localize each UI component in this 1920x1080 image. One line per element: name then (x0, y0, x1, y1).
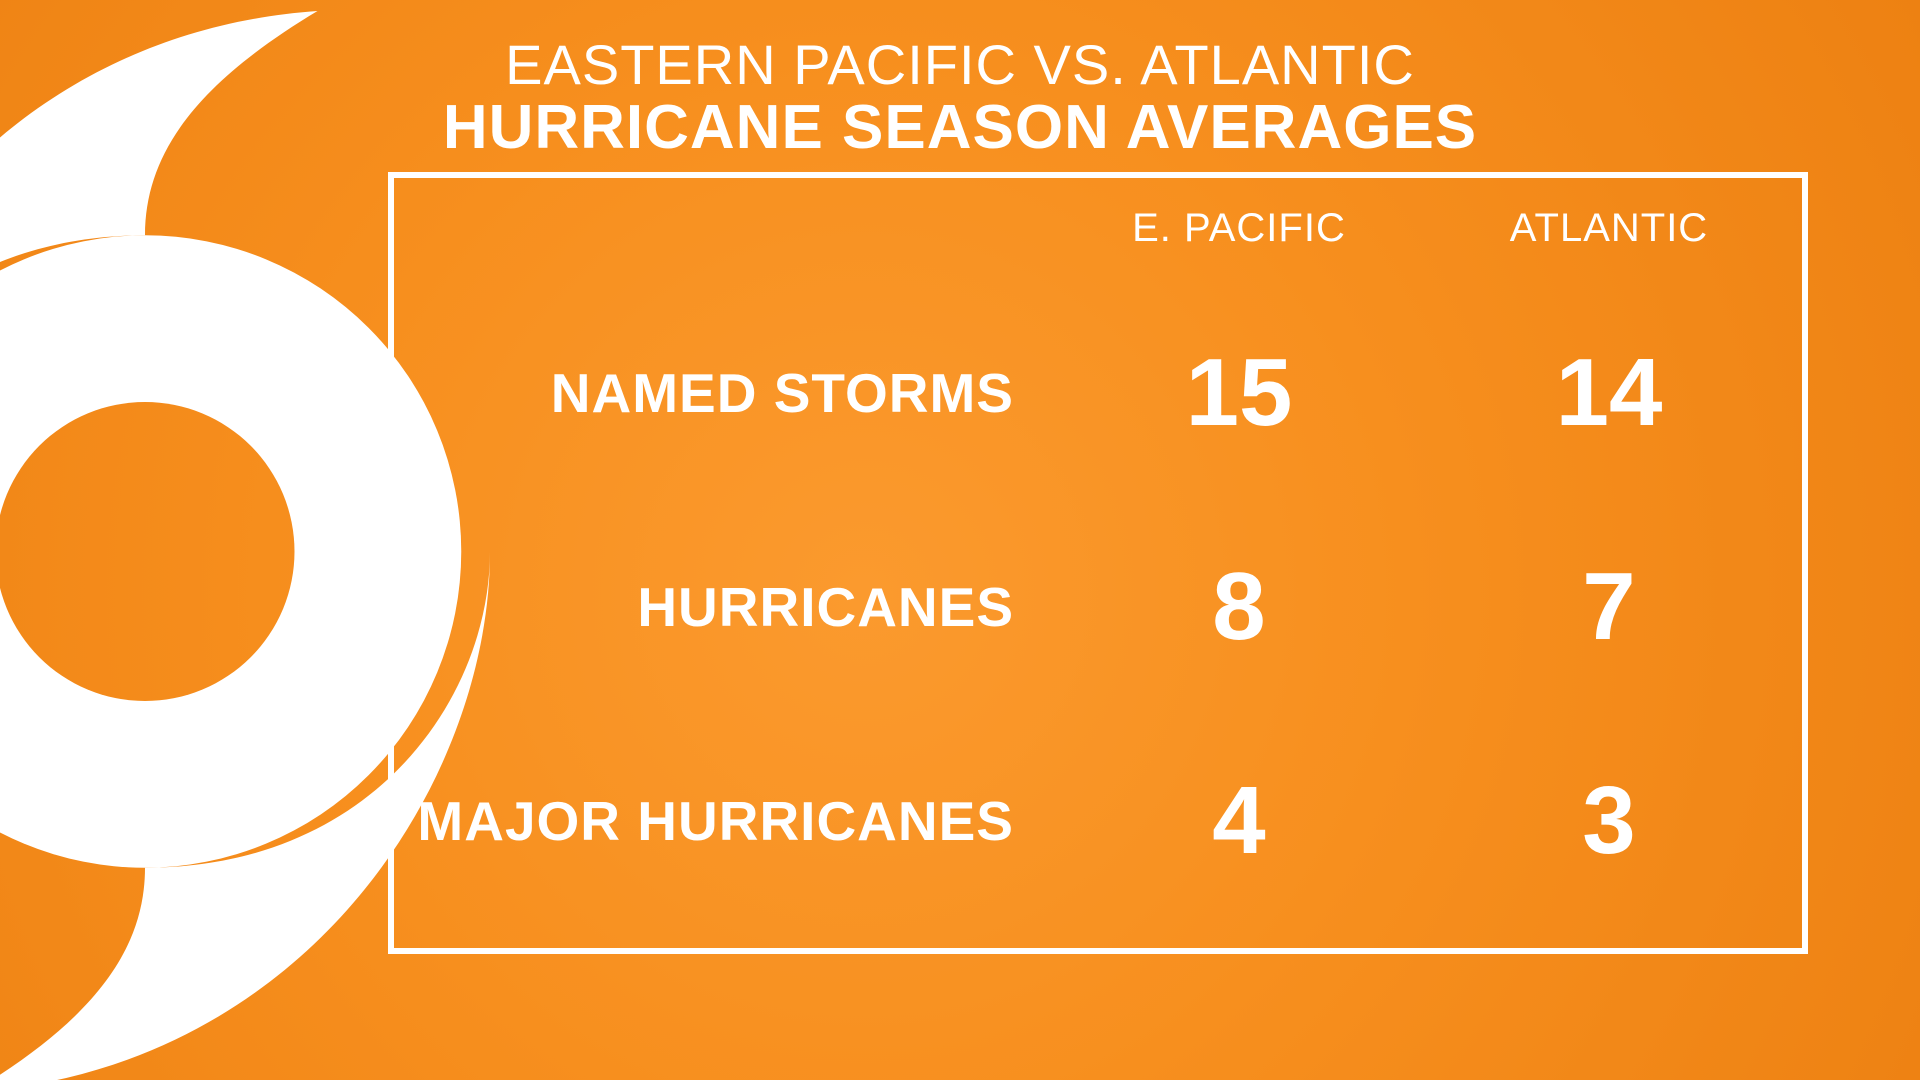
table-row: NAMED STORMS 15 14 (394, 338, 1802, 448)
table-header-blank (394, 206, 1054, 251)
column-header-atlantic: ATLANTIC (1424, 206, 1794, 251)
row-label-major-hurricanes: MAJOR HURRICANES (394, 789, 1054, 853)
table-header-row: E. PACIFIC ATLANTIC (394, 206, 1802, 251)
title-line-2: HURRICANE SEASON AVERAGES (0, 95, 1920, 160)
row-label-named-storms: NAMED STORMS (394, 361, 1054, 425)
value-named-storms-epacific: 15 (1054, 338, 1424, 448)
value-hurricanes-atlantic: 7 (1424, 552, 1794, 662)
infographic-stage: EASTERN PACIFIC VS. ATLANTIC HURRICANE S… (0, 0, 1920, 1080)
value-major-hurricanes-epacific: 4 (1054, 766, 1424, 876)
column-header-epacific: E. PACIFIC (1054, 206, 1424, 251)
table-row: HURRICANES 8 7 (394, 552, 1802, 662)
value-named-storms-atlantic: 14 (1424, 338, 1794, 448)
title-line-1: EASTERN PACIFIC VS. ATLANTIC (0, 36, 1920, 95)
data-table-frame: E. PACIFIC ATLANTIC NAMED STORMS 15 14 H… (388, 172, 1808, 954)
title-block: EASTERN PACIFIC VS. ATLANTIC HURRICANE S… (0, 36, 1920, 160)
value-hurricanes-epacific: 8 (1054, 552, 1424, 662)
table-row: MAJOR HURRICANES 4 3 (394, 766, 1802, 876)
table-body: NAMED STORMS 15 14 HURRICANES 8 7 MAJOR … (394, 286, 1802, 928)
row-label-hurricanes: HURRICANES (394, 575, 1054, 639)
value-major-hurricanes-atlantic: 3 (1424, 766, 1794, 876)
